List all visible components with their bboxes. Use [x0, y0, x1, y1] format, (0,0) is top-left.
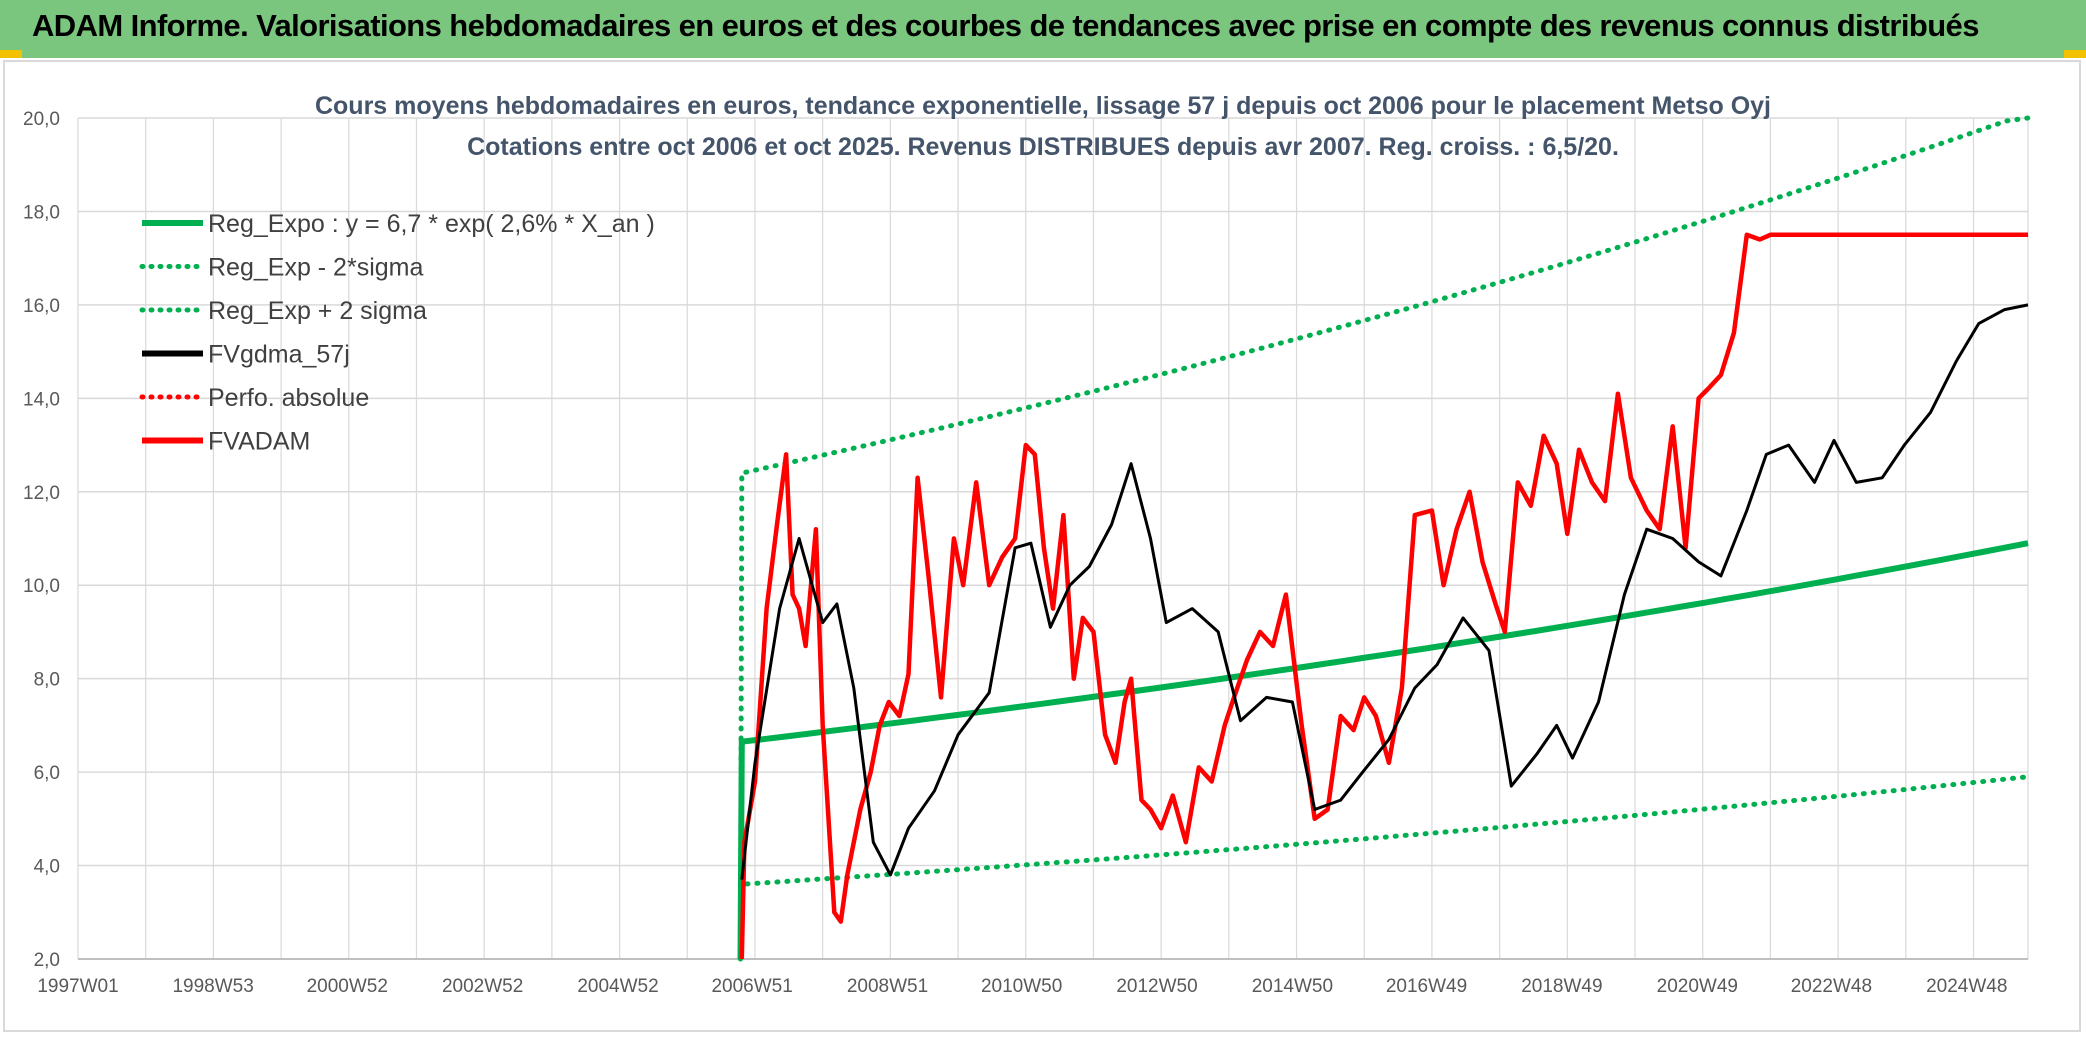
x-tick-label: 2012W50 — [1116, 976, 1197, 997]
fvadam-line — [739, 232, 2028, 960]
legend-label: Perfo. absolue — [208, 384, 369, 412]
lower-sigma-line — [738, 774, 2031, 962]
fvadam-series — [739, 232, 2028, 960]
legend-label: Reg_Exp - 2*sigma — [208, 254, 423, 282]
y-tick-label: 8,0 — [34, 670, 60, 691]
report-title: ADAM Informe. Valorisations hebdomadaire… — [32, 8, 1979, 43]
y-tick-label: 6,0 — [34, 763, 60, 784]
trend-line — [737, 540, 2029, 960]
x-tick-label: 2016W49 — [1386, 976, 1467, 997]
y-tick-label: 2,0 — [34, 950, 60, 971]
y-tick-label: 14,0 — [23, 389, 60, 410]
x-axis-ticks: 1997W01 1998W53 2000W52 2002W52 2004W52 2006W… — [37, 976, 2007, 997]
legend-label: Reg_Expo : y = 6,7 * exp( 2,6% * X_an ) — [208, 210, 655, 238]
y-tick-label: 10,0 — [23, 576, 60, 597]
banner-corner-right — [2064, 50, 2086, 58]
regression-line — [737, 540, 2029, 960]
y-axis-ticks: 2,0 4,0 6,0 8,0 10,0 12,0 14,0 16,0 18,0 20,0 — [23, 109, 60, 971]
upper-sigma-line — [738, 115, 2031, 962]
y-tick-label: 20,0 — [23, 109, 60, 130]
legend: Reg_Expo : y = 6,7 * exp( 2,6% * X_an ) R… — [139, 210, 655, 456]
x-tick-label: 2022W48 — [1791, 976, 1872, 997]
x-tick-label: 2014W50 — [1252, 976, 1333, 997]
y-tick-label: 16,0 — [23, 296, 60, 317]
x-tick-label: 1998W53 — [172, 976, 253, 997]
x-tick-label: 2008W51 — [847, 976, 928, 997]
grid-lines — [77, 117, 2029, 960]
x-tick-label: 2000W52 — [307, 976, 388, 997]
fvgdma-series — [740, 303, 2029, 880]
y-tick-label: 4,0 — [34, 857, 60, 878]
y-tick-label: 18,0 — [23, 202, 60, 223]
x-tick-label: 2010W50 — [981, 976, 1062, 997]
report-banner: ADAM Informe. Valorisations hebdomadaire… — [0, 0, 2086, 58]
y-tick-label: 12,0 — [23, 483, 60, 504]
banner-corner-left — [0, 50, 22, 58]
x-tick-label: 2020W49 — [1657, 976, 1738, 997]
fvgdma-line — [740, 303, 2029, 880]
chart-frame — [3, 60, 2081, 1032]
x-tick-label: 2002W52 — [442, 976, 523, 997]
x-tick-label: 2024W48 — [1926, 976, 2007, 997]
x-tick-label: 1997W01 — [37, 976, 118, 997]
x-tick-label: 2018W49 — [1521, 976, 1602, 997]
chart-subtitle: Cotations entre oct 2006 et oct 2025. Re… — [467, 133, 1619, 161]
legend-label: Reg_Exp + 2 sigma — [208, 297, 427, 325]
sigma-bands — [738, 115, 2031, 962]
chart-title: Cours moyens hebdomadaires en euros, ten… — [315, 92, 1771, 120]
x-tick-label: 2004W52 — [577, 976, 658, 997]
legend-label: FVADAM — [208, 428, 310, 456]
legend-label: FVgdma_57j — [208, 341, 350, 369]
x-tick-label: 2006W51 — [711, 976, 792, 997]
